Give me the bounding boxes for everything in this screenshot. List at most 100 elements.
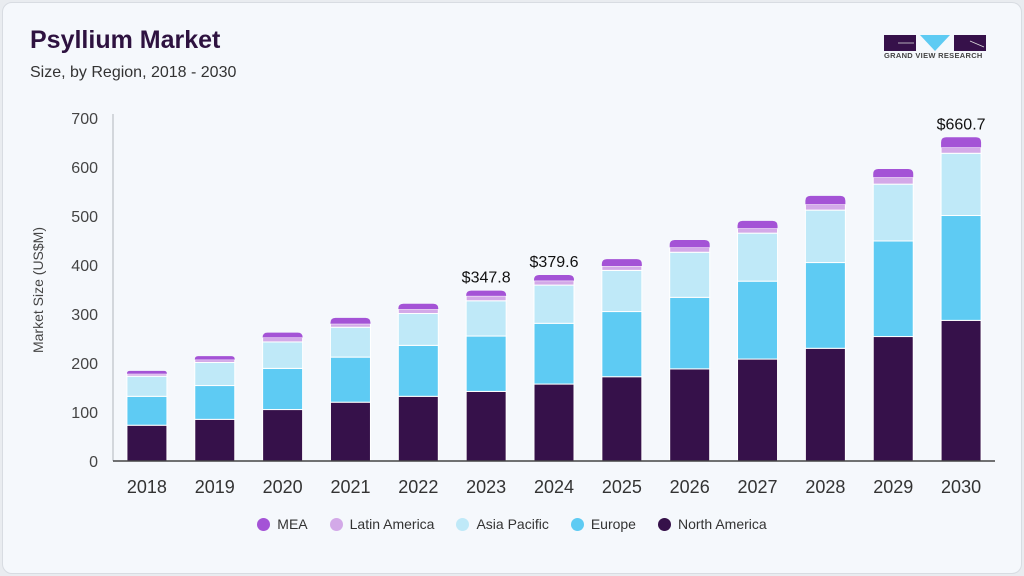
bar-segment-asia-pacific	[397, 313, 439, 346]
bar-segment-europe	[397, 344, 439, 397]
bar-segment-europe	[194, 385, 236, 420]
bar-segment-mea	[873, 168, 914, 178]
bar-segment-asia-pacific	[940, 152, 982, 217]
total-value-label: $347.8	[462, 270, 511, 287]
bar-segment-mea	[330, 317, 371, 324]
bar-segment-asia-pacific	[669, 251, 711, 298]
bar-segment-mea	[398, 303, 439, 310]
legend-label: Asia Pacific	[476, 516, 549, 532]
legend-item-europe[interactable]: Europe	[570, 516, 636, 532]
bar-segment-mea	[126, 370, 167, 374]
bar-segment-mea	[466, 290, 507, 296]
legend-label: North America	[677, 516, 767, 532]
bar-segment-asia-pacific	[126, 375, 168, 397]
bar-segment-north-america	[601, 376, 643, 462]
y-tick-label: 600	[71, 160, 98, 177]
bar-segment-mea	[669, 240, 710, 248]
bar-segment-latin-america	[126, 373, 168, 377]
bar-segment-north-america	[872, 336, 914, 462]
y-tick-label: 300	[71, 307, 98, 324]
bar-segment-mea	[601, 259, 642, 266]
x-tick-label: 2029	[873, 477, 913, 497]
legend-item-latin-america[interactable]: Latin America	[329, 516, 435, 532]
legend-swatch	[456, 517, 470, 531]
legend-swatch	[257, 517, 271, 531]
bar-segment-europe	[126, 395, 168, 426]
bar-segment-europe	[329, 356, 371, 403]
legend-swatch	[329, 517, 343, 531]
grand-view-research-logo	[884, 35, 986, 51]
x-tick-label: 2020	[263, 477, 303, 497]
bar-segment-europe	[940, 215, 982, 321]
bar-segment-asia-pacific	[872, 183, 914, 242]
bar-segment-europe	[533, 322, 575, 385]
bar-segment-latin-america	[940, 146, 982, 154]
bar-segment-europe	[465, 335, 507, 392]
bar-segment-latin-america	[669, 246, 711, 253]
bar-segment-mea	[194, 356, 235, 360]
y-tick-label: 100	[71, 405, 98, 422]
legend-swatch	[570, 517, 584, 531]
bar-segment-latin-america	[533, 280, 575, 286]
bar-segment-asia-pacific	[804, 209, 846, 264]
bar-segment-north-america	[737, 358, 779, 462]
bar-segment-north-america	[804, 347, 846, 462]
logo-text: GRAND VIEW RESEARCH	[884, 51, 983, 60]
bar-segment-latin-america	[262, 337, 304, 343]
bar-segment-mea	[534, 274, 574, 281]
y-tick-label: 400	[71, 258, 98, 275]
legend-swatch	[657, 517, 671, 531]
bar-segment-europe	[669, 296, 711, 370]
x-tick-label: 2019	[195, 477, 235, 497]
y-tick-label: 500	[71, 209, 98, 226]
bar-segment-north-america	[669, 368, 711, 462]
x-tick-label: 2025	[602, 477, 642, 497]
legend-label: Europe	[590, 516, 636, 532]
bar-segment-asia-pacific	[465, 300, 507, 337]
bar-segment-latin-america	[601, 265, 643, 271]
bar-segment-north-america	[126, 424, 168, 462]
bar-segment-north-america	[465, 390, 507, 462]
bar-segment-asia-pacific	[737, 232, 779, 282]
bar-segment-north-america	[194, 418, 236, 462]
page-subtitle: Size, by Region, 2018 - 2030	[30, 64, 237, 81]
bar-segment-europe	[737, 280, 779, 360]
bar-segment-latin-america	[329, 323, 371, 328]
bar-segment-north-america	[262, 409, 304, 462]
bar-segment-mea	[737, 220, 778, 229]
bar-segment-asia-pacific	[194, 362, 236, 387]
y-tick-label: 200	[71, 356, 98, 373]
bar-segment-north-america	[329, 401, 371, 462]
x-tick-label: 2022	[398, 477, 438, 497]
bar-segment-latin-america	[804, 203, 846, 211]
x-tick-label: 2024	[534, 477, 574, 497]
bar-segment-north-america	[397, 395, 439, 462]
y-axis-label: Market Size (US$M)	[30, 227, 46, 353]
bar-segment-asia-pacific	[601, 269, 643, 313]
bar-segment-mea	[941, 137, 982, 148]
bar-segment-latin-america	[465, 295, 507, 302]
bar-segment-mea	[805, 195, 846, 205]
y-tick-label: 700	[71, 111, 98, 128]
legend-label: Latin America	[349, 516, 435, 532]
y-tick-label: 0	[89, 454, 98, 471]
x-tick-label: 2021	[330, 477, 370, 497]
legend-item-asia-pacific[interactable]: Asia Pacific	[456, 516, 549, 532]
bar-segment-latin-america	[872, 176, 914, 185]
x-tick-label: 2028	[805, 477, 845, 497]
bar-segment-europe	[601, 311, 643, 378]
x-tick-label: 2030	[941, 477, 981, 497]
total-value-label: $660.7	[937, 116, 986, 133]
legend-item-north-america[interactable]: North America	[657, 516, 767, 532]
legend-item-mea[interactable]: MEA	[257, 516, 308, 532]
x-tick-label: 2027	[738, 477, 778, 497]
bar-segment-latin-america	[737, 227, 779, 234]
legend-label: MEA	[277, 516, 308, 532]
x-tick-label: 2026	[670, 477, 710, 497]
bar-segment-north-america	[940, 319, 982, 462]
bar-segment-latin-america	[397, 308, 439, 315]
total-value-label: $379.6	[530, 254, 579, 271]
bar-segment-europe	[804, 262, 846, 349]
